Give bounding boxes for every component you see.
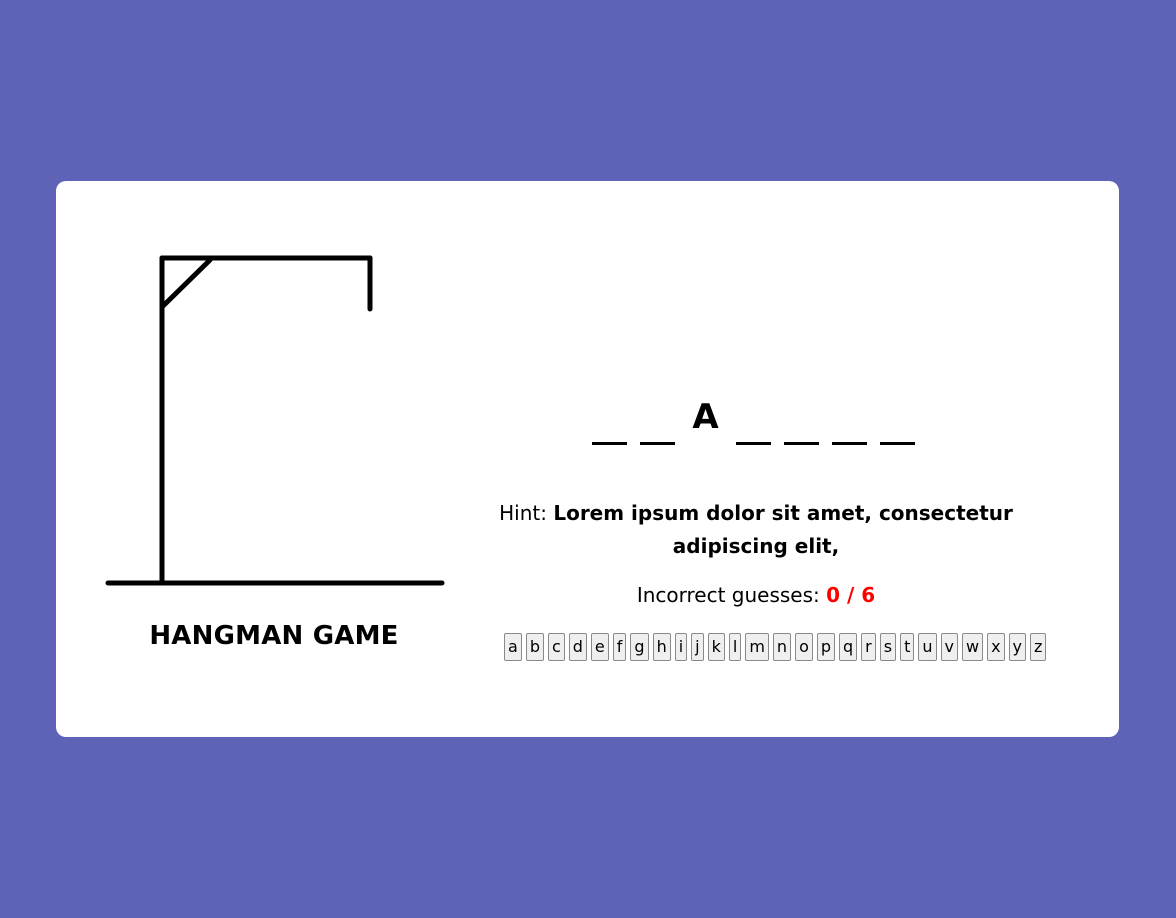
letter-slot	[880, 393, 915, 445]
letter-slot	[736, 393, 771, 445]
word-display: A	[592, 393, 915, 445]
letter-slot	[832, 393, 867, 445]
letter-slot	[592, 393, 627, 445]
key-b[interactable]: b	[525, 633, 544, 661]
key-c[interactable]: c	[547, 633, 565, 661]
gallows-icon	[105, 255, 445, 586]
key-o[interactable]: o	[795, 633, 813, 661]
incorrect-guesses: Incorrect guesses: 0 / 6	[496, 583, 1016, 607]
game-area: A Hint: Lorem ipsum dolor sit amet, cons…	[496, 181, 1047, 737]
letter-slot: A	[692, 397, 719, 437]
key-h[interactable]: h	[652, 633, 671, 661]
key-g[interactable]: g	[630, 633, 649, 661]
key-p[interactable]: p	[816, 633, 836, 661]
hint-label: Hint:	[499, 501, 554, 525]
key-f[interactable]: f	[612, 633, 627, 661]
key-l[interactable]: l	[728, 633, 742, 661]
key-x[interactable]: x	[987, 633, 1005, 661]
guesses-label: Incorrect guesses:	[636, 583, 827, 607]
key-s[interactable]: s	[879, 633, 897, 661]
key-v[interactable]: v	[940, 633, 958, 661]
key-u[interactable]: u	[918, 633, 937, 661]
key-a[interactable]: a	[504, 633, 522, 661]
key-z[interactable]: z	[1030, 633, 1047, 661]
gallows-brace	[159, 257, 213, 310]
key-d[interactable]: d	[568, 633, 587, 661]
gallows-area: HANGMAN GAME	[56, 181, 496, 737]
hint: Hint: Lorem ipsum dolor sit amet, consec…	[496, 497, 1016, 563]
key-n[interactable]: n	[772, 633, 792, 661]
key-y[interactable]: y	[1008, 633, 1027, 661]
letter-slot	[640, 393, 675, 445]
key-e[interactable]: e	[590, 633, 609, 661]
key-r[interactable]: r	[861, 633, 876, 661]
key-k[interactable]: k	[707, 633, 725, 661]
letter-slot	[784, 393, 819, 445]
hint-text: Lorem ipsum dolor sit amet, consectetur …	[553, 501, 1013, 558]
key-q[interactable]: q	[839, 633, 858, 661]
key-m[interactable]: m	[745, 633, 769, 661]
key-j[interactable]: j	[691, 633, 704, 661]
key-t[interactable]: t	[900, 633, 915, 661]
guesses-count: 0 / 6	[826, 583, 876, 607]
key-i[interactable]: i	[674, 633, 688, 661]
game-card: HANGMAN GAME A Hint: Lorem ipsum dolor s…	[56, 181, 1119, 737]
key-w[interactable]: w	[961, 633, 984, 661]
game-title: HANGMAN GAME	[149, 621, 399, 651]
